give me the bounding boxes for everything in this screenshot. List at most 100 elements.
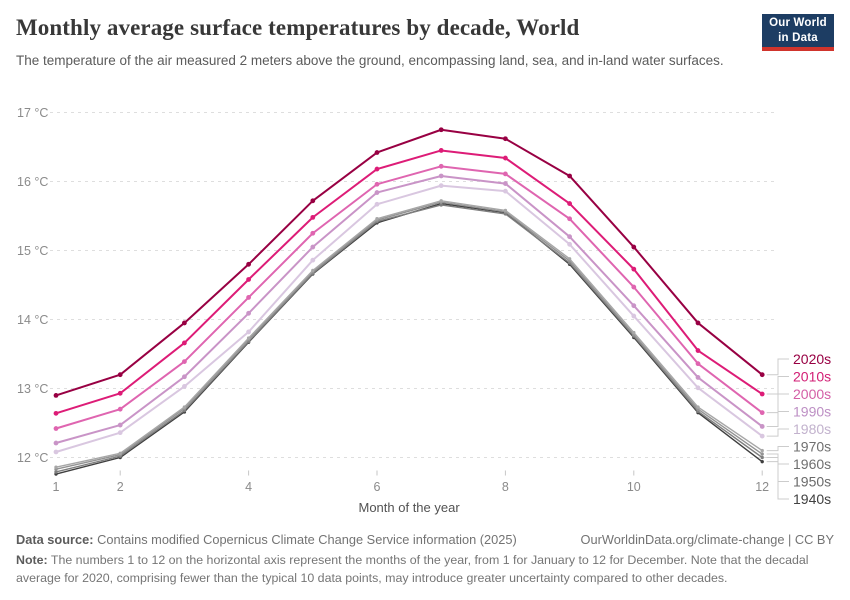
data-point[interactable] <box>118 451 122 456</box>
data-point[interactable] <box>695 348 701 353</box>
data-point[interactable] <box>374 201 380 207</box>
data-point[interactable] <box>567 216 572 222</box>
data-point[interactable] <box>503 181 508 186</box>
series-line-2020s[interactable] <box>53 127 765 398</box>
data-point[interactable] <box>117 406 123 412</box>
legend-label-1960s[interactable]: 1960s <box>793 456 831 472</box>
data-point[interactable] <box>182 405 187 409</box>
data-point[interactable] <box>567 201 572 206</box>
data-point[interactable] <box>759 372 765 378</box>
data-point[interactable] <box>54 465 58 469</box>
data-point[interactable] <box>311 268 315 273</box>
data-point[interactable] <box>567 234 572 240</box>
data-point[interactable] <box>182 359 187 364</box>
series-line-1940s[interactable] <box>54 201 764 476</box>
data-point[interactable] <box>53 449 59 455</box>
series-line-1960s[interactable] <box>54 200 764 471</box>
data-point[interactable] <box>695 375 701 380</box>
data-point[interactable] <box>310 230 316 236</box>
data-point[interactable] <box>310 198 316 204</box>
data-point[interactable] <box>374 166 380 172</box>
legend-label-1970s[interactable]: 1970s <box>793 438 831 454</box>
legend-label-2000s[interactable]: 2000s <box>793 386 831 402</box>
series-line-1990s[interactable] <box>53 173 765 446</box>
data-point[interactable] <box>439 199 443 203</box>
data-point[interactable] <box>759 410 765 416</box>
data-point[interactable] <box>567 173 572 179</box>
data-point[interactable] <box>439 203 443 207</box>
legend-label-1980s[interactable]: 1980s <box>793 421 831 437</box>
series-line-1980s[interactable] <box>53 183 765 455</box>
data-point[interactable] <box>182 340 187 346</box>
data-point[interactable] <box>567 257 572 261</box>
data-point[interactable] <box>53 393 59 398</box>
legend-label-1990s[interactable]: 1990s <box>793 403 831 419</box>
data-point[interactable] <box>760 459 764 464</box>
legend-label-2020s[interactable]: 2020s <box>793 351 831 367</box>
y-axis-tick-label: 17 °C <box>17 106 48 120</box>
series-line-2010s[interactable] <box>53 148 765 416</box>
series-line-1950s[interactable] <box>54 203 764 474</box>
data-point[interactable] <box>759 433 765 439</box>
data-point[interactable] <box>759 391 765 397</box>
data-point[interactable] <box>54 470 58 474</box>
data-point[interactable] <box>503 171 508 177</box>
data-point[interactable] <box>631 244 637 250</box>
series-line-1970s[interactable] <box>54 199 764 469</box>
data-point[interactable] <box>438 183 444 189</box>
data-point[interactable] <box>632 330 636 335</box>
data-point[interactable] <box>503 155 508 161</box>
owid-logo[interactable]: Our World in Data <box>762 14 834 51</box>
data-point[interactable] <box>438 173 444 179</box>
data-point[interactable] <box>117 372 123 378</box>
data-point[interactable] <box>438 127 444 133</box>
legend-label-2010s[interactable]: 2010s <box>793 368 831 384</box>
data-point[interactable] <box>310 244 316 250</box>
x-axis-title: Month of the year <box>359 500 461 515</box>
data-point[interactable] <box>246 310 252 316</box>
data-point[interactable] <box>438 148 444 153</box>
data-point[interactable] <box>760 452 764 456</box>
data-point[interactable] <box>310 257 316 263</box>
data-point[interactable] <box>182 384 187 389</box>
data-point[interactable] <box>246 261 252 267</box>
legend-label-1950s[interactable]: 1950s <box>793 473 831 489</box>
legend-label-1940s[interactable]: 1940s <box>793 491 831 507</box>
data-point[interactable] <box>631 313 637 319</box>
data-point[interactable] <box>53 410 59 416</box>
data-point[interactable] <box>246 329 252 335</box>
owid-link[interactable]: OurWorldinData.org/climate-change | CC B… <box>580 532 834 547</box>
data-point[interactable] <box>246 336 251 340</box>
data-point[interactable] <box>53 440 59 446</box>
data-point[interactable] <box>760 448 764 453</box>
data-point[interactable] <box>695 320 701 326</box>
data-point[interactable] <box>117 390 123 396</box>
data-point[interactable] <box>631 266 637 272</box>
data-point[interactable] <box>310 214 316 220</box>
data-point[interactable] <box>695 361 701 367</box>
data-point[interactable] <box>695 385 701 391</box>
data-point[interactable] <box>374 150 380 155</box>
series-line-2000s[interactable] <box>53 163 765 431</box>
data-point[interactable] <box>631 284 637 290</box>
data-point[interactable] <box>246 295 252 300</box>
data-point[interactable] <box>246 277 252 282</box>
data-point[interactable] <box>503 188 508 194</box>
data-point[interactable] <box>374 190 380 195</box>
data-point[interactable] <box>182 320 187 326</box>
data-point[interactable] <box>53 426 59 431</box>
data-point[interactable] <box>438 163 444 169</box>
data-point[interactable] <box>374 181 380 187</box>
data-point[interactable] <box>696 405 700 409</box>
data-point[interactable] <box>631 303 637 309</box>
data-point[interactable] <box>503 136 508 142</box>
data-point[interactable] <box>117 422 123 428</box>
chart-canvas[interactable]: 12 °C13 °C14 °C15 °C16 °C17 °C1 2 4 6 8 10 12M… <box>0 0 850 528</box>
data-point[interactable] <box>503 208 508 213</box>
data-point[interactable] <box>567 241 572 247</box>
data-point[interactable] <box>117 430 123 436</box>
data-point[interactable] <box>375 217 379 221</box>
data-point[interactable] <box>182 374 187 380</box>
data-point[interactable] <box>760 455 764 460</box>
data-point[interactable] <box>759 424 765 429</box>
